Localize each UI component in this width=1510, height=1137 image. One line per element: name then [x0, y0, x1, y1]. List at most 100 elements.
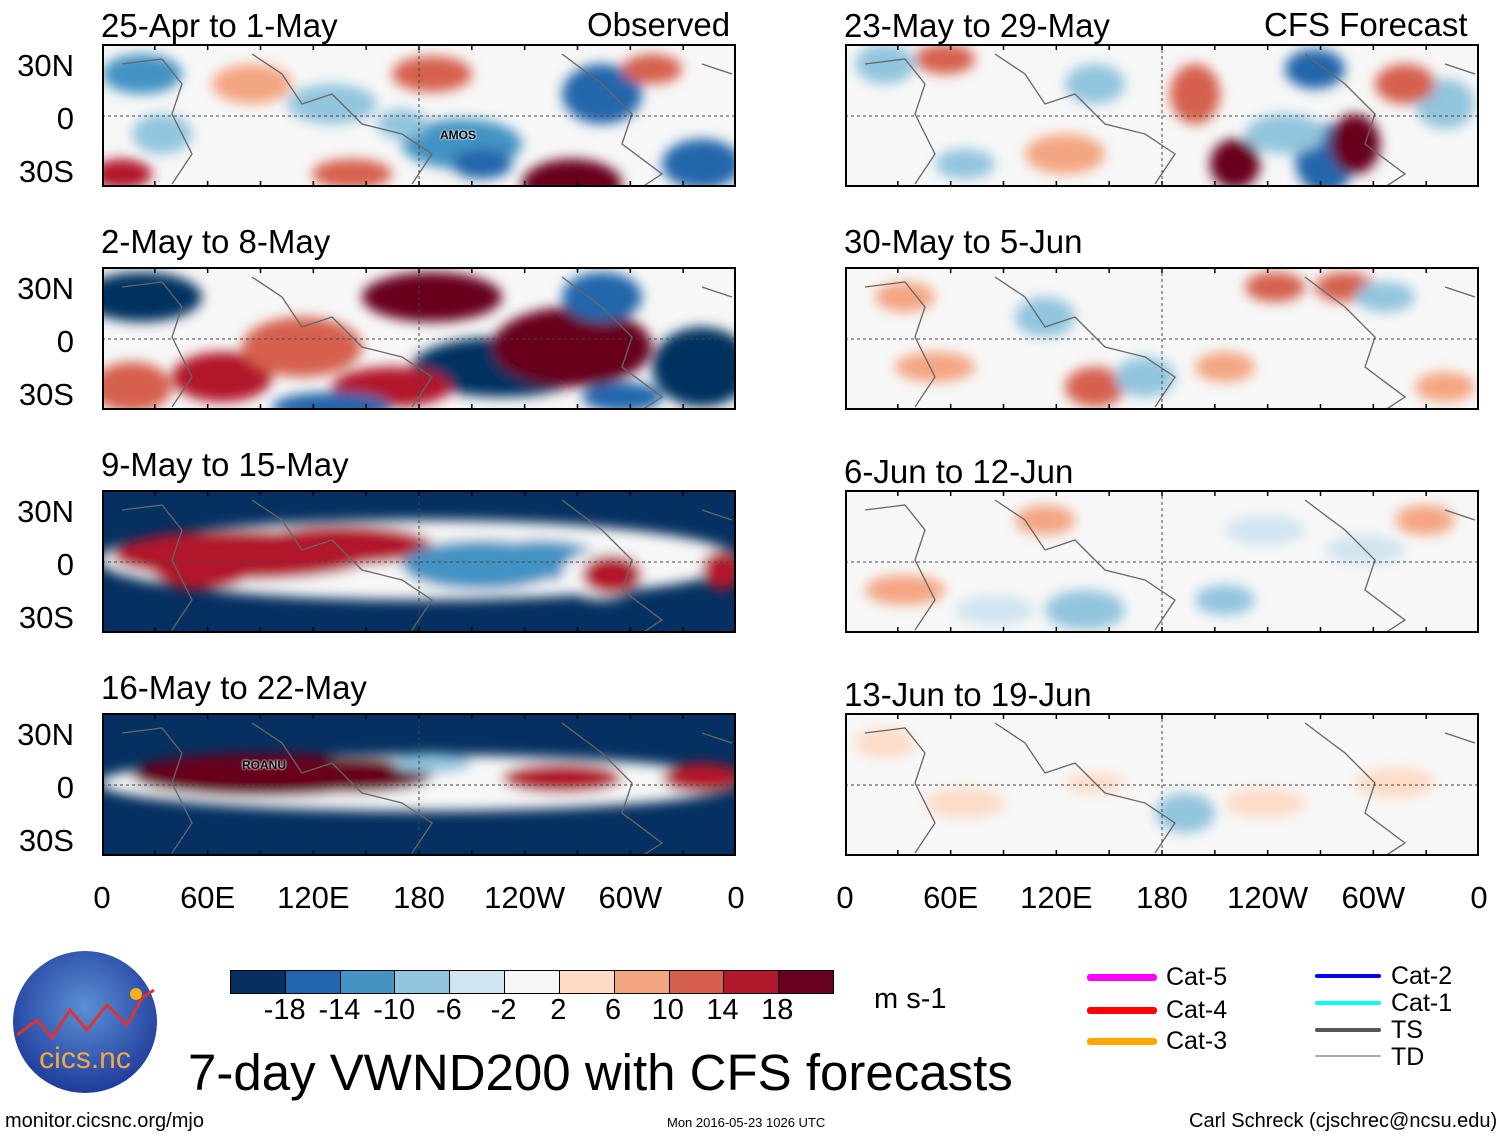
legend-line-cat-1 [1315, 1001, 1381, 1005]
field-contour [1195, 585, 1255, 615]
map-panel [844, 44, 1480, 194]
legend-label: Cat-3 [1166, 1027, 1228, 1055]
field-contour [1330, 114, 1380, 174]
panel-title: 9-May to 15-May [101, 446, 349, 483]
lon-label: 60E [180, 880, 236, 915]
map-panel [99, 490, 742, 634]
colorbar-swatch [231, 971, 286, 993]
field-contour [132, 114, 192, 154]
lon-label: 0 [93, 880, 111, 915]
legend-line-cat-3 [1087, 1038, 1157, 1045]
lon-label: 0 [836, 880, 854, 915]
field-contour [312, 159, 392, 189]
field-contour [392, 753, 472, 773]
legend-line-cat-5 [1087, 974, 1157, 981]
panel-frame [845, 44, 1479, 187]
lat-label: 30N [17, 48, 74, 83]
map-panel: AMOS [92, 44, 742, 209]
lon-label: 120E [1020, 880, 1093, 915]
field-contour [652, 327, 752, 407]
lat-label: 0 [56, 547, 74, 582]
lon-label: 180 [393, 880, 445, 915]
field-contour [1355, 768, 1435, 798]
field-contour [1210, 139, 1260, 189]
field-contour [172, 352, 272, 402]
field-contour [502, 763, 622, 793]
map-panel: ROANU [99, 713, 742, 857]
field-contour [92, 362, 172, 412]
colorbar-tick-label: -14 [318, 994, 361, 1026]
colorbar-tick-label: -10 [373, 994, 416, 1026]
lat-label: 30S [18, 154, 74, 189]
field-contour [492, 307, 652, 387]
field-contour [212, 64, 292, 104]
colorbar-tick-label: 14 [706, 994, 739, 1026]
lat-label: 30N [17, 494, 74, 529]
field-contour [702, 550, 742, 590]
legend-line-cat-2 [1315, 974, 1381, 978]
footer-timestamp: Mon 2016-05-23 1026 UTC [667, 1115, 826, 1130]
lat-label: 0 [56, 101, 74, 136]
svg-text:cics.nc: cics.nc [39, 1042, 131, 1075]
colorbar-swatch [505, 971, 560, 993]
field-contour [1045, 590, 1125, 630]
field-contour [287, 84, 377, 124]
map-panel [844, 267, 1480, 411]
panel-frame [845, 713, 1479, 856]
colorbar-swatch [395, 971, 451, 993]
field-contour [272, 757, 432, 793]
colorbar-swatch [779, 971, 833, 993]
field-contour [622, 54, 682, 84]
field-contour [855, 728, 915, 758]
field-contour [242, 317, 362, 377]
lon-label: 0 [727, 880, 745, 915]
field-contour [562, 64, 642, 124]
panel-title: 13-Jun to 19-Jun [844, 676, 1092, 713]
legend-label: TD [1391, 1043, 1425, 1071]
panel-frame [102, 44, 736, 187]
storm-label: AMOS [440, 128, 476, 142]
colorbar-swatch [669, 971, 725, 993]
field-contour [582, 555, 642, 595]
coastlines [121, 276, 733, 411]
legend-line-ts [1315, 1028, 1381, 1032]
field-contour [925, 788, 1005, 818]
lon-label: 120W [484, 880, 566, 915]
lat-label: 0 [56, 324, 74, 359]
legend-line-td [1315, 1055, 1381, 1057]
field-contour [1245, 114, 1325, 154]
storm-label: ROANU [242, 758, 286, 772]
lon-label: 60W [598, 880, 663, 915]
legend-label: Cat-2 [1391, 962, 1453, 990]
field-contour [865, 575, 945, 605]
lat-label: 0 [56, 770, 74, 805]
field-contour [662, 139, 742, 189]
panel-frame [102, 267, 736, 410]
panel-title: 6-Jun to 12-Jun [844, 453, 1074, 490]
field-contour [562, 272, 642, 322]
lon-label: 180 [1136, 880, 1188, 915]
map-panel [844, 490, 1480, 634]
field-contour [1375, 64, 1435, 104]
field-contour [1195, 352, 1255, 382]
lat-label: 30S [18, 377, 74, 412]
field-contour [1065, 367, 1125, 407]
footer-url[interactable]: monitor.cicsnc.org/mjo [5, 1110, 204, 1132]
field-contour [252, 525, 432, 565]
colorbar-swatch [285, 971, 341, 993]
lat-label: 30N [17, 717, 74, 752]
coastlines [121, 499, 733, 634]
field-contour [82, 272, 202, 322]
field-contour [1015, 297, 1075, 337]
colorbar-tick-label: -2 [490, 994, 517, 1026]
figure-title: 7-day VWND200 with CFS forecasts [188, 1044, 1013, 1101]
field-contour [1065, 64, 1125, 104]
field-contour [1155, 793, 1215, 833]
colorbar-swatch [450, 971, 506, 993]
field-contour [152, 550, 252, 590]
field-contour [92, 159, 152, 189]
field-contour [582, 382, 662, 412]
colorbar-tick-label: -18 [263, 994, 306, 1026]
field-contour [895, 352, 975, 382]
